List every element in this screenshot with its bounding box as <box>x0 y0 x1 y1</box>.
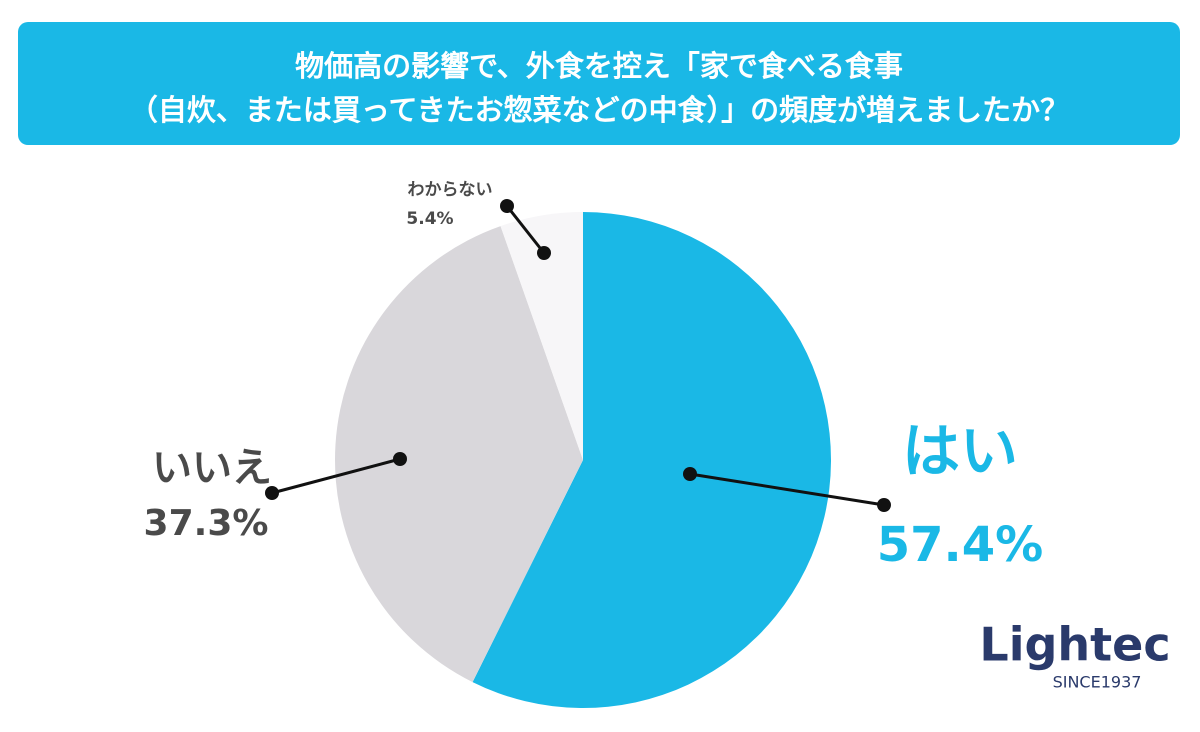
title-box <box>18 22 1180 145</box>
leader-dot <box>393 452 407 466</box>
leader-dot <box>683 467 697 481</box>
leader-dot <box>537 246 551 260</box>
chart-title: 物価高の影響で、外食を控え「家で食べる食事 <box>295 49 903 83</box>
value-label: 37.3% <box>144 503 269 544</box>
leader-line <box>505 205 546 254</box>
pie-slice <box>472 212 831 708</box>
leader-line <box>271 457 401 495</box>
value-label: 5.4% <box>406 209 453 229</box>
logo-name: Lightec <box>979 618 1170 672</box>
leader-dot <box>265 486 279 500</box>
pie-slice <box>334 226 583 683</box>
slice-label: わからない <box>408 180 493 200</box>
leader-line <box>689 472 885 507</box>
pie-slice <box>500 212 583 460</box>
logo-since: SINCE1937 <box>1053 673 1142 692</box>
slice-label: いいえ <box>152 445 272 491</box>
slice-label: はい <box>902 417 1018 485</box>
leader-dot <box>500 199 514 213</box>
leader-dot <box>877 498 891 512</box>
value-label: 57.4% <box>877 517 1044 573</box>
chart-title: （自炊、または買ってきたお惣菜などの中食）」の頻度が増えましたか？ <box>129 93 1069 127</box>
